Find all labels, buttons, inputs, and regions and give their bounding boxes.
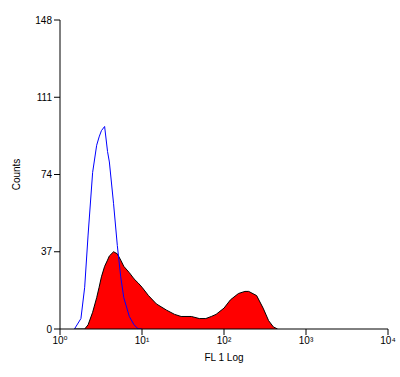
svg-text:10⁴: 10⁴ [380,335,392,346]
svg-text:10¹: 10¹ [135,335,150,346]
svg-text:37: 37 [41,246,53,257]
svg-text:10²: 10² [217,335,232,346]
svg-text:10⁰: 10⁰ [52,335,67,346]
svg-text:10³: 10³ [299,335,314,346]
svg-text:111: 111 [37,92,53,103]
svg-text:Counts: Counts [11,159,22,191]
svg-text:FL 1 Log: FL 1 Log [204,352,243,363]
svg-text:148: 148 [35,15,52,26]
svg-text:0: 0 [46,324,52,335]
svg-text:74: 74 [41,169,53,180]
